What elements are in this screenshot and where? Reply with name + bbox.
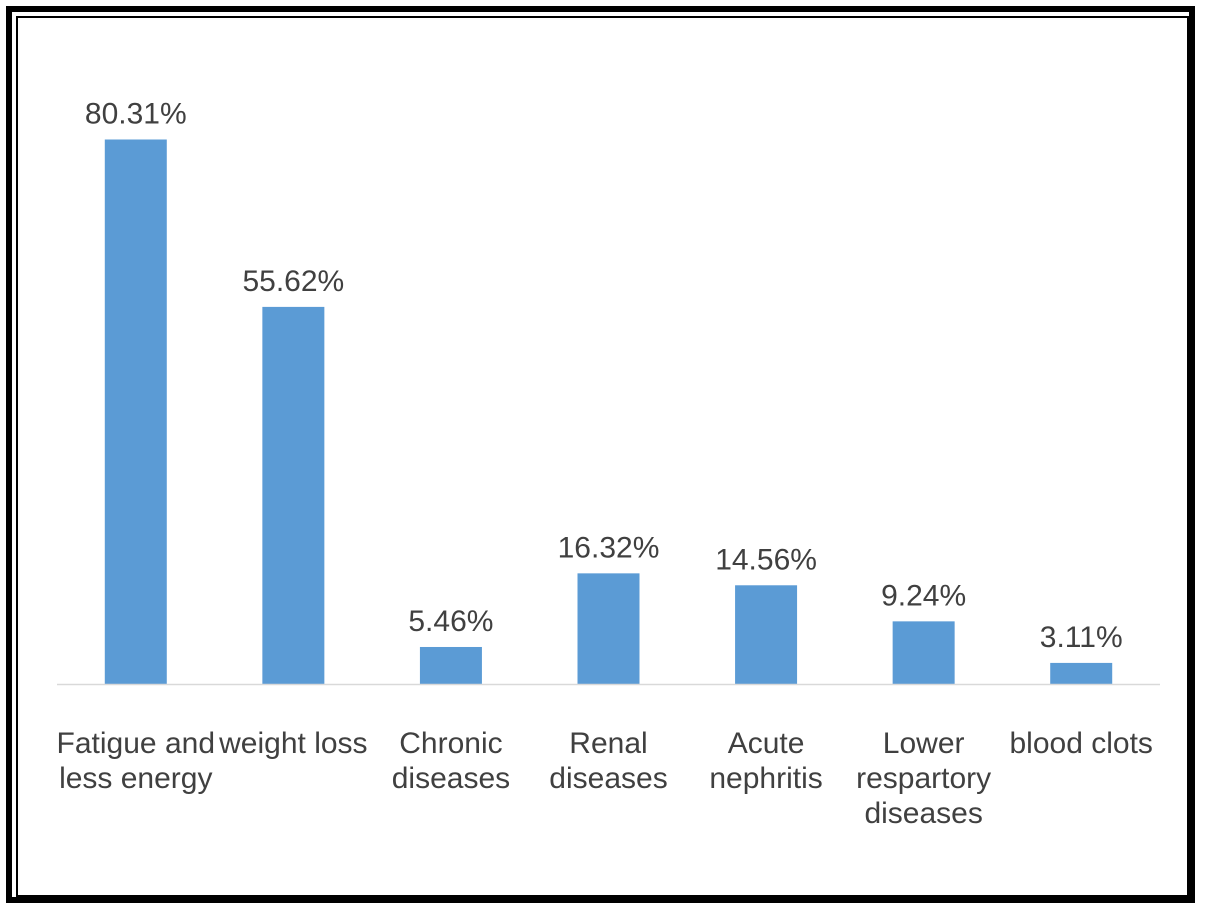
- bar-5: [735, 585, 798, 684]
- data-label-4: 16.32%: [558, 531, 660, 564]
- chart-frame-outer: [6, 6, 1195, 903]
- data-label-1: 80.31%: [85, 97, 187, 130]
- category-label-2: weight loss: [218, 727, 367, 760]
- bar-1: [104, 139, 167, 685]
- bar-6: [892, 621, 955, 684]
- bar-7: [1050, 662, 1113, 684]
- data-label-6: 9.24%: [881, 579, 966, 612]
- category-label-1: Fatigue and less energy: [57, 727, 215, 795]
- chart-frame-inner: [16, 16, 1189, 897]
- bar-3: [419, 646, 482, 684]
- bar-4: [577, 573, 640, 684]
- data-label-3: 5.46%: [408, 605, 493, 638]
- category-label-4: Renal diseases: [549, 727, 667, 795]
- category-label-5: Acute nephritis: [709, 727, 822, 795]
- bars-group: [104, 139, 1113, 685]
- data-labels-group: 80.31% 55.62% 5.46% 16.32% 14.56% 9.24% 3.11%: [85, 97, 1123, 653]
- data-label-7: 3.11%: [1040, 621, 1123, 654]
- category-label-6: Lower respartory diseases: [856, 727, 991, 830]
- bar-2: [262, 306, 325, 684]
- data-label-5: 14.56%: [715, 543, 817, 576]
- data-label-2: 55.62%: [242, 265, 344, 298]
- category-label-7: blood clots: [1009, 727, 1152, 760]
- category-label-3: Chronic diseases: [392, 727, 510, 795]
